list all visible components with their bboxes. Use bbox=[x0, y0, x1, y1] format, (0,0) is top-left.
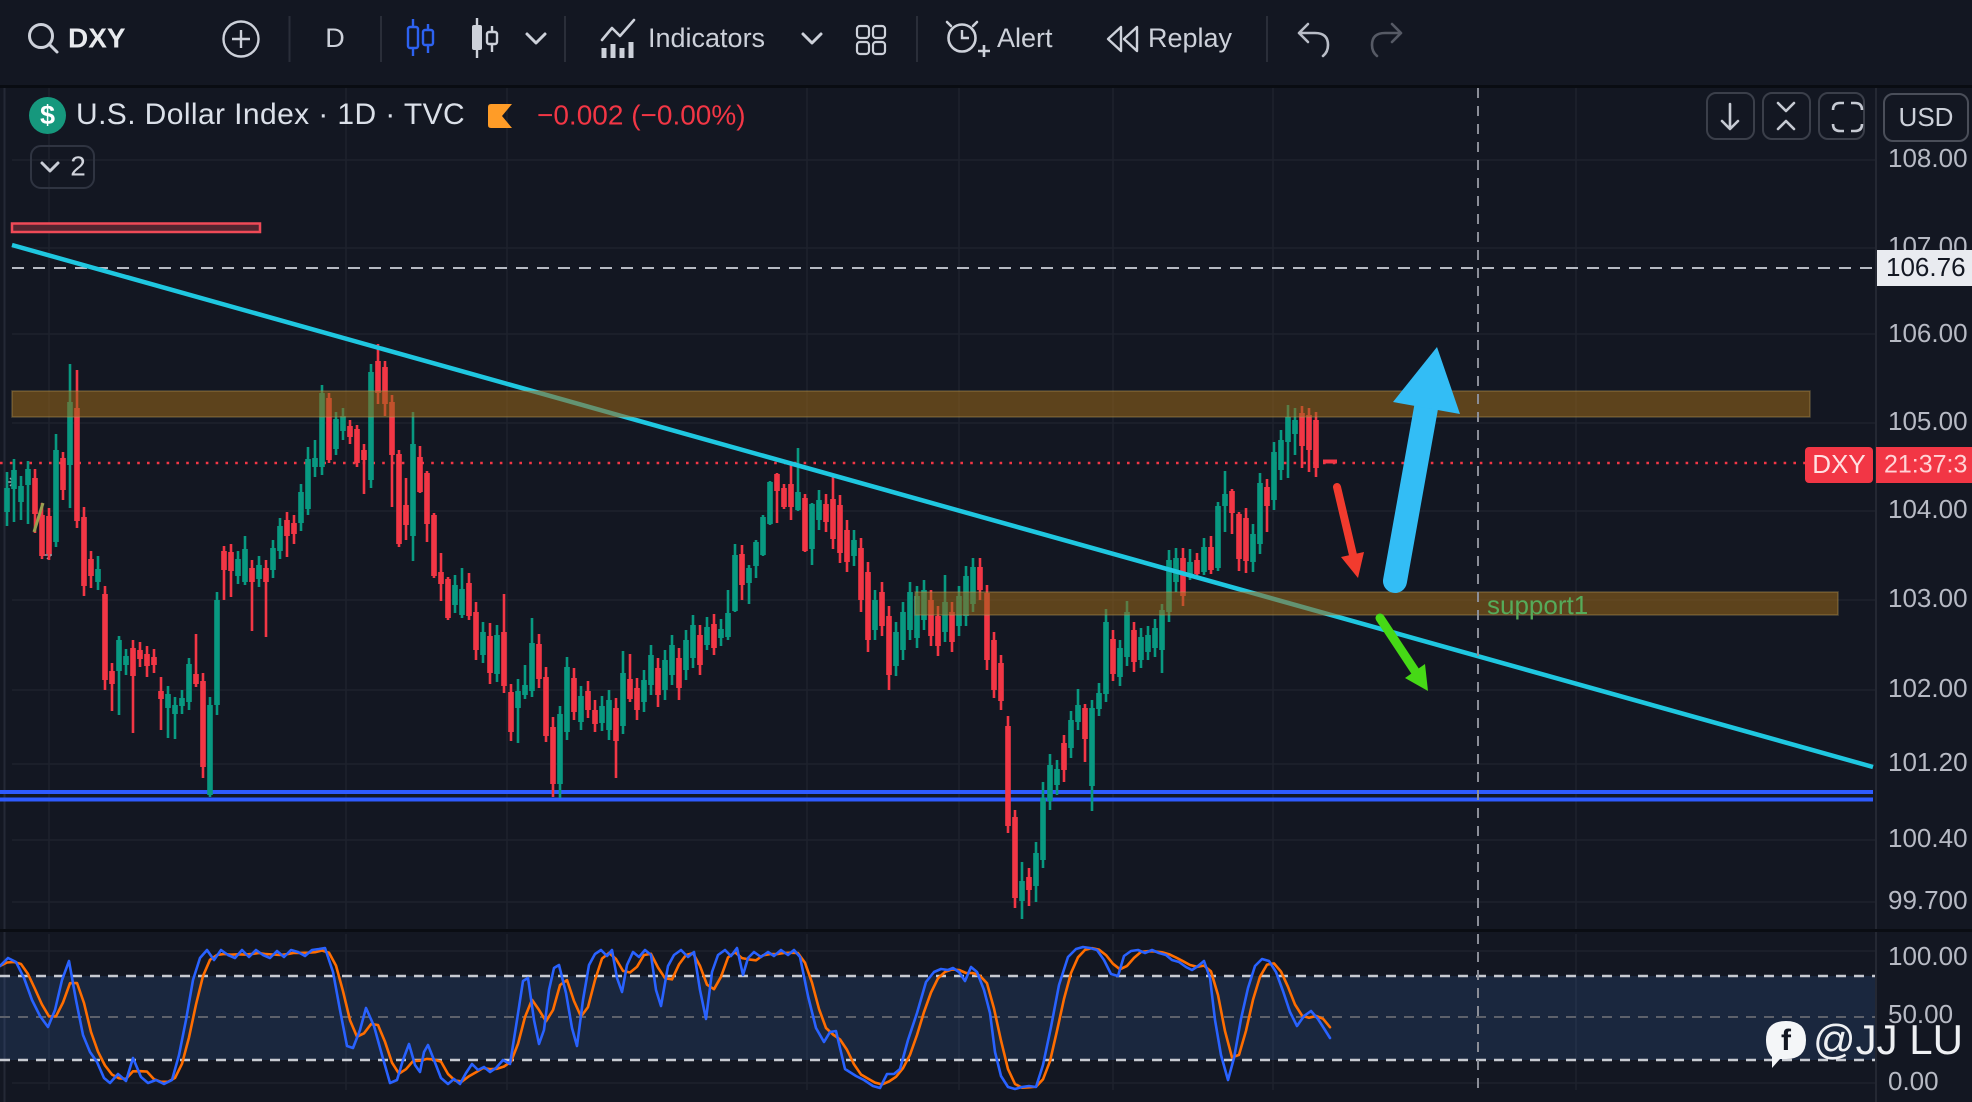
svg-text:$: $ bbox=[40, 100, 55, 130]
svg-text:Indicators: Indicators bbox=[648, 23, 765, 53]
svg-text:2: 2 bbox=[70, 150, 86, 181]
svg-text:0.00: 0.00 bbox=[1888, 1066, 1939, 1096]
svg-text:DXY: DXY bbox=[1812, 449, 1865, 479]
svg-text:Replay: Replay bbox=[1148, 23, 1233, 53]
svg-text:108.00: 108.00 bbox=[1888, 143, 1968, 173]
svg-text:106.00: 106.00 bbox=[1888, 318, 1968, 348]
svg-text:f: f bbox=[1781, 1024, 1792, 1057]
svg-text:104.00: 104.00 bbox=[1888, 494, 1968, 524]
svg-text:103.00: 103.00 bbox=[1888, 583, 1968, 613]
svg-text:21:37:3: 21:37:3 bbox=[1884, 451, 1967, 479]
svg-text:U.S. Dollar Index · 1D · TVC: U.S. Dollar Index · 1D · TVC bbox=[76, 98, 465, 131]
svg-text:102.00: 102.00 bbox=[1888, 673, 1968, 703]
svg-text:99.700: 99.700 bbox=[1888, 885, 1968, 915]
svg-text:@JJ LU: @JJ LU bbox=[1813, 1016, 1963, 1063]
svg-text:Alert: Alert bbox=[997, 23, 1053, 53]
svg-text:USD: USD bbox=[1899, 102, 1954, 132]
svg-text:−0.002 (−0.00%): −0.002 (−0.00%) bbox=[537, 99, 746, 130]
svg-text:100.00: 100.00 bbox=[1888, 941, 1968, 971]
svg-text:50.00: 50.00 bbox=[1888, 999, 1953, 1029]
svg-text:101.20: 101.20 bbox=[1888, 747, 1968, 777]
svg-text:support1: support1 bbox=[1487, 590, 1588, 620]
svg-text:100.40: 100.40 bbox=[1888, 823, 1968, 853]
svg-text:DXY: DXY bbox=[68, 22, 126, 53]
svg-text:105.00: 105.00 bbox=[1888, 406, 1968, 436]
svg-text:D: D bbox=[325, 23, 345, 53]
svg-text:106.76: 106.76 bbox=[1886, 252, 1966, 282]
